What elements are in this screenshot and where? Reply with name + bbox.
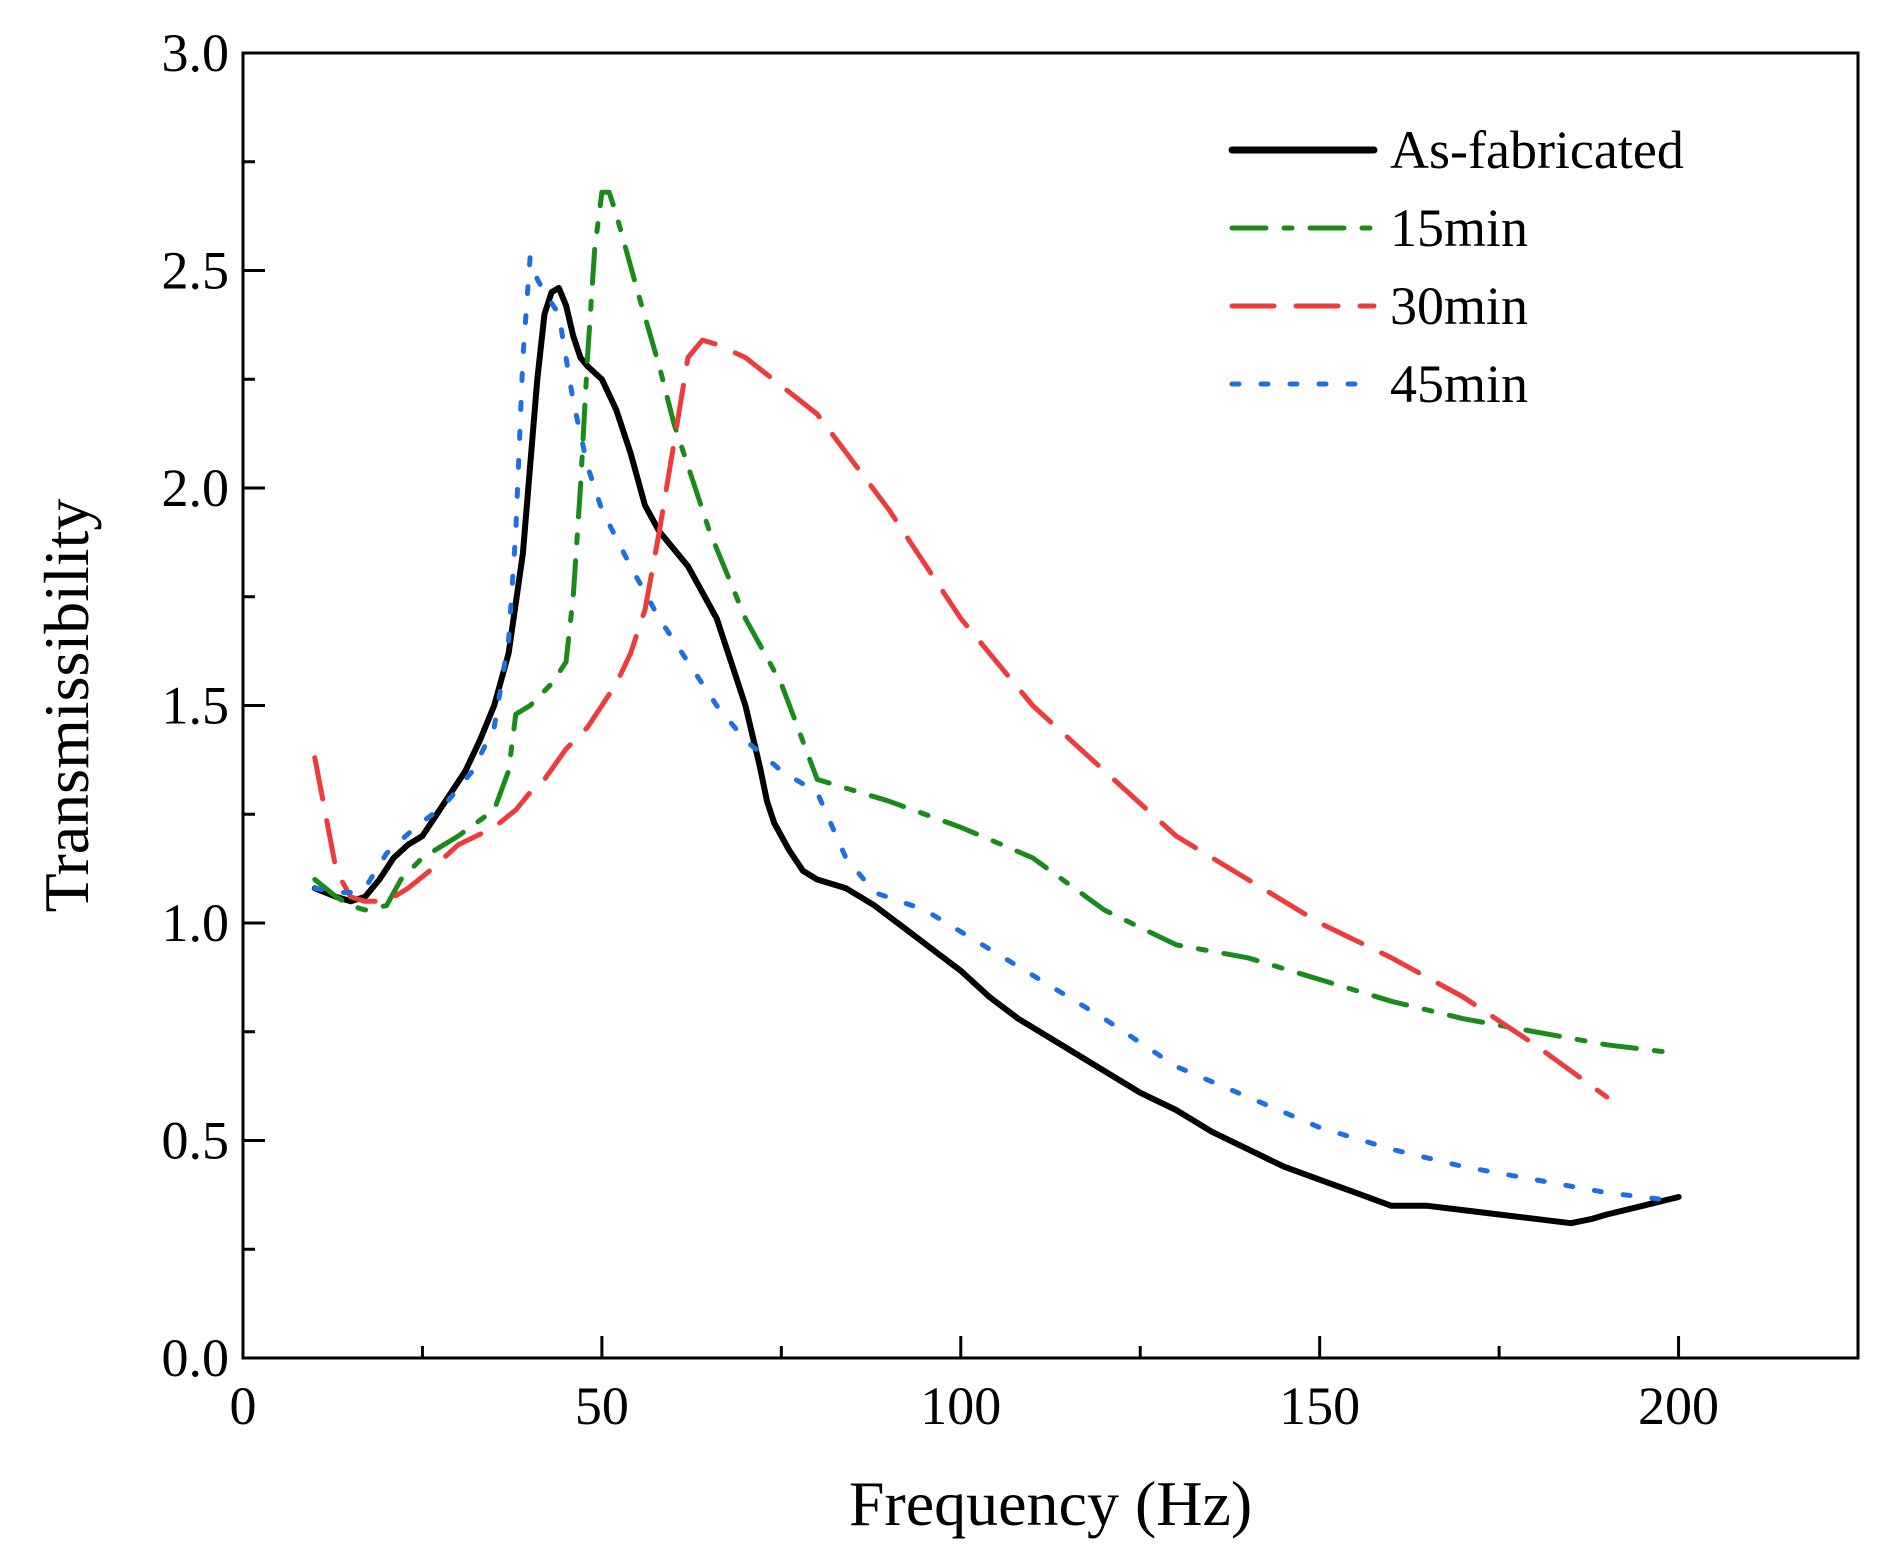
y-tick-label: 2.5 <box>162 241 230 301</box>
x-tick-label: 150 <box>1279 1376 1360 1436</box>
series-line-as-fabricated <box>311 284 1682 1227</box>
x-tick-label: 200 <box>1638 1376 1719 1436</box>
legend: As-fabricated 15min 30min 45min <box>1228 120 1684 414</box>
y-axis-title: Transmissibility <box>31 499 102 913</box>
series-line-30min <box>312 337 1610 1100</box>
y-tick-label: 3.0 <box>162 23 230 83</box>
y-tick-label: 0.0 <box>162 1328 230 1388</box>
legend-label: 45min <box>1390 354 1528 414</box>
y-tick-label: 1.0 <box>162 893 230 953</box>
y-tick-label: 0.5 <box>162 1111 230 1171</box>
axis-ticks: 0 50 100 150 200 0.0 0.5 1.0 1.5 2.0 2.5 3.0 <box>162 23 1860 1436</box>
y-tick-label: 2.0 <box>162 458 230 518</box>
series-layer <box>311 189 1682 1227</box>
x-axis-title: Frequency (Hz) <box>849 1468 1252 1539</box>
y-tick-label: 1.5 <box>162 676 230 736</box>
x-tick-label: 100 <box>920 1376 1001 1436</box>
x-tick-label: 0 <box>230 1376 257 1436</box>
legend-label: As-fabricated <box>1390 120 1684 180</box>
legend-label: 15min <box>1390 198 1528 258</box>
series-line-45min <box>312 255 1682 1204</box>
x-tick-label: 50 <box>575 1376 629 1436</box>
series-line-15min <box>312 189 1682 1056</box>
legend-label: 30min <box>1390 276 1528 336</box>
